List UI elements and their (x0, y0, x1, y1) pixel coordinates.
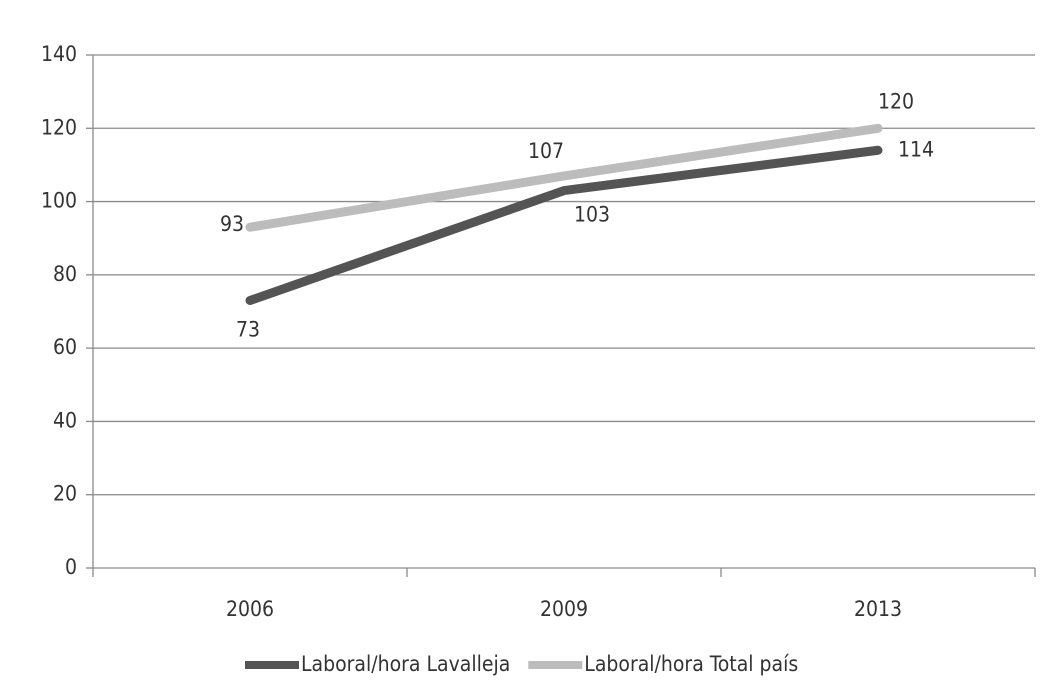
x-tick-label: 2013 (854, 597, 902, 621)
x-tick-label: 2006 (226, 597, 274, 621)
data-label: 93 (220, 212, 244, 236)
y-tick-label: 60 (53, 335, 77, 359)
x-tick-label: 2009 (540, 597, 588, 621)
y-tick-label: 100 (41, 189, 77, 213)
line (245, 145, 883, 306)
data-label: 107 (528, 139, 564, 163)
y-tick-label: 20 (53, 482, 77, 506)
line (245, 123, 883, 232)
y-tick-label: 120 (41, 115, 77, 139)
data-label: 103 (574, 203, 610, 227)
y-tick-label: 140 (41, 42, 77, 66)
data-label: 114 (898, 137, 934, 161)
y-tick-label: 0 (65, 555, 77, 579)
legend-label: Laboral/hora Total país (584, 652, 798, 676)
y-tick-label: 40 (53, 408, 77, 432)
y-tick-label: 80 (53, 262, 77, 286)
legend-label: Laboral/hora Lavalleja (301, 652, 510, 676)
data-label: 120 (878, 89, 914, 113)
data-label: 73 (236, 318, 260, 342)
